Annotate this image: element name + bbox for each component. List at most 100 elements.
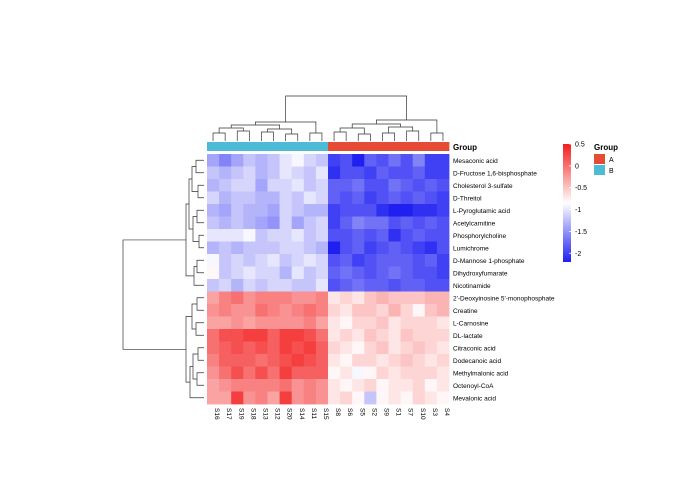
heatmap-cell: [207, 379, 220, 392]
heatmap-cell: [219, 179, 232, 192]
heatmap-cell: [388, 341, 401, 355]
dendrogram-branch: [195, 159, 204, 174]
heatmap-cell: [279, 229, 293, 242]
heatmap-cell: [400, 204, 414, 217]
heatmap-cell: [364, 166, 377, 180]
heatmap-cell: [364, 254, 377, 267]
heatmap-cell: [436, 304, 450, 317]
dendrogram-branch: [382, 132, 395, 141]
heatmap-cell: [364, 191, 377, 205]
column-label: S3: [431, 408, 438, 416]
heatmap-cell: [412, 379, 426, 392]
heatmap-cell: [243, 229, 256, 242]
heatmap-cell: [400, 291, 414, 305]
group-legend-title: Group: [594, 143, 618, 152]
heatmap-cell: [267, 354, 280, 367]
heatmap-cell: [291, 216, 305, 230]
heatmap-cell: [340, 166, 353, 180]
heatmap-cell: [328, 241, 341, 255]
heatmap-cell: [315, 179, 329, 192]
heatmap-cell: [388, 166, 401, 180]
heatmap-cell: [267, 291, 280, 305]
heatmap-cell: [291, 191, 305, 205]
heatmap-cell: [243, 379, 256, 392]
row-label: 2'-Deoxyinosine 5'-monophosphate: [453, 295, 555, 302]
heatmap-cell: [303, 279, 317, 292]
group-annotation-cell: [219, 142, 232, 151]
heatmap-cell: [352, 379, 365, 392]
heatmap-cell: [376, 379, 389, 392]
heatmap-cell: [364, 291, 377, 305]
heatmap-cell: [219, 391, 232, 405]
heatmap-cell: [328, 166, 341, 180]
heatmap-cell: [328, 354, 341, 367]
color-scale-tick-label: -1: [575, 207, 581, 214]
heatmap-cell: [207, 229, 220, 242]
heatmap-cell: [207, 316, 220, 330]
heatmap-cell: [267, 166, 280, 180]
heatmap-cell: [243, 316, 256, 330]
heatmap-cell: [328, 229, 341, 242]
heatmap-cell: [315, 291, 329, 305]
heatmap-cell: [255, 354, 268, 367]
heatmap-cell: [207, 266, 220, 280]
dendrogram-branch: [255, 121, 317, 133]
heatmap-cell: [231, 241, 244, 255]
heatmap-cell: [219, 279, 232, 292]
heatmap-cell: [436, 191, 450, 205]
heatmap-cell: [412, 291, 426, 305]
group-legend-swatch: [594, 165, 605, 175]
heatmap-cell: [340, 179, 353, 192]
heatmap-cell: [279, 379, 293, 392]
heatmap-cell: [219, 241, 232, 255]
heatmap-cell: [364, 366, 377, 380]
heatmap-cell: [424, 379, 438, 392]
heatmap-cell: [243, 354, 256, 367]
heatmap-cell: [376, 204, 389, 217]
heatmap-cell: [436, 354, 450, 367]
heatmap-cell: [424, 304, 438, 317]
heatmap-cell: [340, 241, 353, 255]
heatmap-cell: [243, 266, 256, 280]
heatmap-cell: [315, 354, 329, 367]
column-label: S19: [237, 408, 244, 420]
group-annotation-cell: [436, 142, 450, 151]
column-label: S17: [225, 408, 232, 420]
heatmap-cell: [267, 191, 280, 205]
heatmap-cell: [364, 341, 377, 355]
dendrogram-branch: [122, 239, 186, 350]
row-label: L-Carnosine: [453, 320, 489, 327]
heatmap-cell: [424, 366, 438, 380]
heatmap-cell: [328, 254, 341, 267]
heatmap-cell: [315, 216, 329, 230]
dendrogram-branch: [193, 266, 204, 286]
heatmap-cell: [207, 329, 220, 342]
heatmap-cell: [376, 241, 389, 255]
heatmap-cell: [219, 366, 232, 380]
color-scale-ticks: 0.5 0 -0.5 -1 -1.5 -2: [569, 142, 587, 258]
dendrogram-branch: [236, 130, 250, 141]
dendrogram-branch: [191, 166, 198, 192]
heatmap-cell: [352, 204, 365, 217]
heatmap-cell: [388, 279, 401, 292]
heatmap-cell: [376, 316, 389, 330]
heatmap-cell: [219, 266, 232, 280]
heatmap-cell: [412, 391, 426, 405]
heatmap-cell: [400, 229, 414, 242]
dendrogram-branch: [285, 95, 407, 122]
heatmap-cell: [267, 179, 280, 192]
dendrogram-branch: [267, 128, 293, 134]
column-label: S6: [346, 408, 353, 416]
dendrogram-branch: [196, 259, 204, 274]
heatmap-cell: [255, 366, 268, 380]
heatmap-cell: [340, 229, 353, 242]
heatmap-cell: [291, 154, 305, 167]
group-annotation-cell: [267, 142, 280, 151]
heatmap-cell: [340, 291, 353, 305]
heatmap-cell: [340, 391, 353, 405]
heatmap-cell: [400, 354, 414, 367]
heatmap-cell: [255, 304, 268, 317]
group-annotation-cell: [412, 142, 426, 151]
heatmap-cell: [412, 204, 426, 217]
heatmap-cell: [243, 366, 256, 380]
